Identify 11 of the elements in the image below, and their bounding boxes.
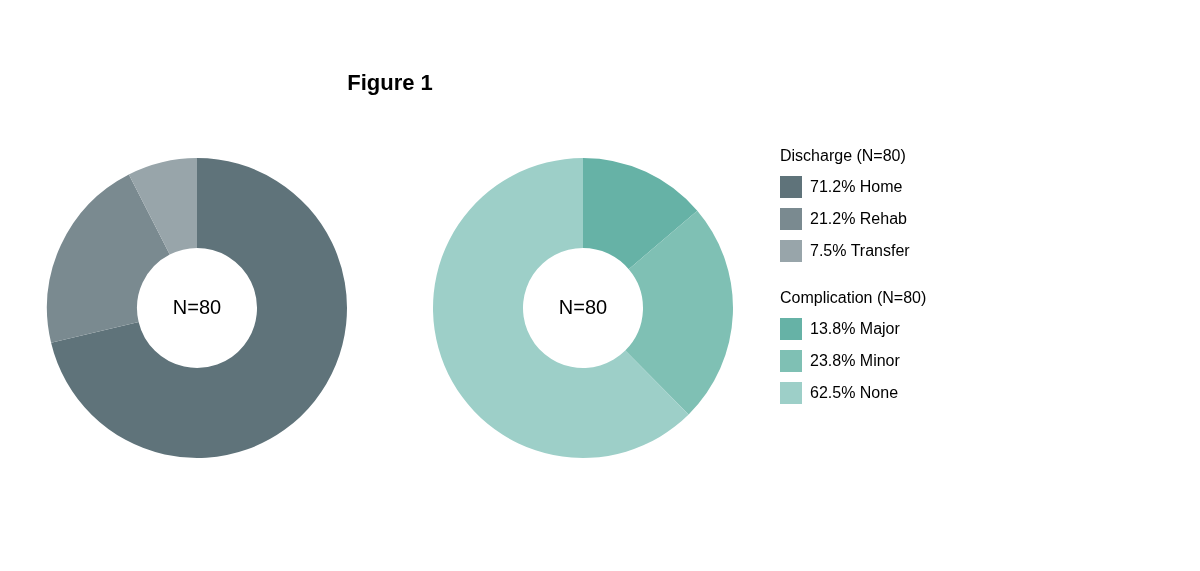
text: N=80	[172, 295, 222, 318]
legend-title: Complication (N=80)	[780, 289, 927, 308]
legend-label: 23.8% Minor	[810, 352, 900, 370]
legend-label: 21.2% Rehab	[810, 210, 907, 228]
legend-label: 7.5% Transfer	[810, 242, 910, 260]
legend-label: 62.5% None	[810, 384, 899, 402]
legend-title: Discharge (N=80)	[780, 147, 907, 166]
chart-title: Figure 1	[346, 70, 434, 96]
text: N=80	[558, 295, 608, 318]
legend-label: 13.8% Major	[810, 320, 900, 338]
legend-label: 71.2% Home	[810, 178, 903, 196]
